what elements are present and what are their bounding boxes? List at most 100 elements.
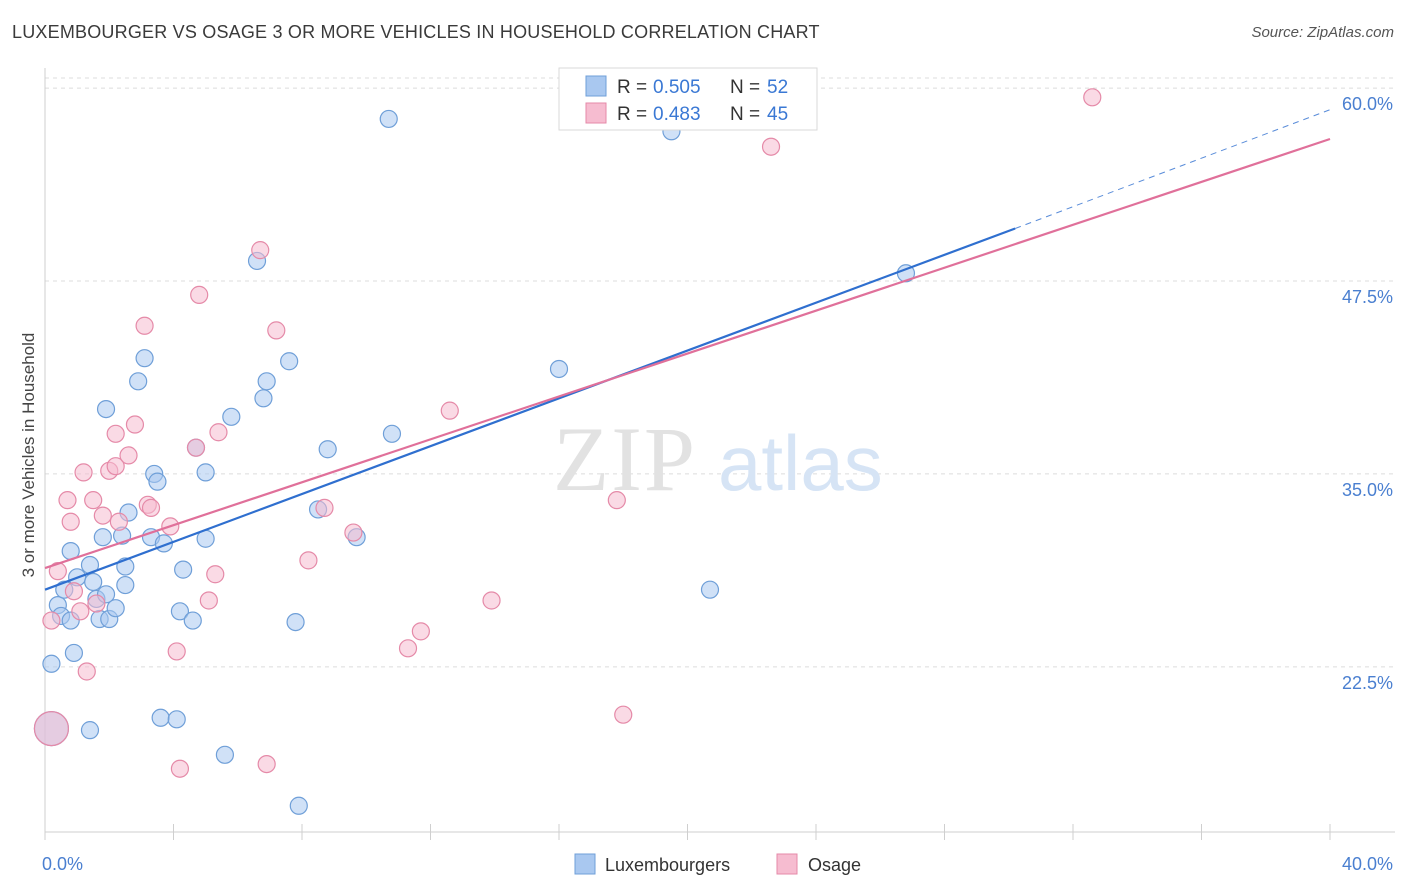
osage-trend-line bbox=[44, 137, 1331, 570]
luxembourger-trend-extension bbox=[1014, 109, 1331, 229]
luxembourger-point bbox=[280, 352, 299, 371]
legend-swatch-osage bbox=[585, 102, 607, 124]
osage-point bbox=[141, 498, 161, 517]
luxembourger-point bbox=[196, 463, 215, 482]
legend-r-value-1: 0.505 bbox=[653, 77, 701, 98]
osage-point bbox=[186, 438, 206, 457]
y-tick-label: 60.0% bbox=[1342, 94, 1393, 114]
osage-point bbox=[77, 662, 96, 681]
osage-point bbox=[84, 491, 103, 510]
luxembourger-point bbox=[183, 611, 202, 630]
osage-point bbox=[257, 754, 276, 774]
osage-point bbox=[607, 491, 626, 510]
osage-point bbox=[251, 241, 270, 260]
bottom-legend-label-luxembourgers: Luxembourgers bbox=[605, 855, 730, 875]
luxembourger-point bbox=[64, 643, 84, 663]
osage-point bbox=[199, 591, 218, 610]
osage-point bbox=[170, 759, 190, 778]
osage-point bbox=[440, 401, 459, 420]
luxembourger-point bbox=[170, 602, 190, 621]
legend-r-label-1: R = bbox=[617, 77, 647, 98]
osage-point bbox=[206, 565, 225, 584]
luxembourger-point bbox=[382, 424, 402, 443]
legend-n-value-2: 45 bbox=[767, 104, 788, 125]
luxembourger-point bbox=[84, 572, 103, 592]
luxembourger-point bbox=[289, 796, 308, 815]
trend-lines bbox=[44, 109, 1331, 591]
osage-point bbox=[87, 594, 106, 613]
luxembourger-point bbox=[174, 560, 193, 579]
osage-point bbox=[209, 423, 228, 442]
data-points bbox=[33, 68, 1102, 815]
x-tick-label-min: 0.0% bbox=[42, 854, 83, 874]
bottom-legend-swatch-luxembourgers bbox=[574, 853, 596, 875]
luxembourger-point bbox=[257, 372, 276, 391]
osage-point bbox=[411, 622, 430, 641]
luxembourger-trend-line bbox=[44, 227, 1016, 591]
osage-point bbox=[267, 321, 286, 340]
osage-point bbox=[135, 316, 154, 335]
source-label: Source: ZipAtlas.com bbox=[1251, 24, 1394, 41]
osage-point bbox=[1083, 88, 1102, 107]
luxembourger-point bbox=[93, 528, 112, 547]
luxembourger-point bbox=[148, 472, 167, 491]
legend-r-label-2: R = bbox=[617, 104, 647, 125]
legend-n-value-1: 52 bbox=[767, 77, 788, 98]
y-axis-label: 3 or more Vehicles in Household bbox=[19, 333, 38, 578]
osage-point bbox=[33, 710, 70, 747]
legend-swatch-luxembourgers bbox=[585, 75, 607, 97]
osage-point bbox=[125, 415, 145, 434]
luxembourger-point bbox=[379, 109, 398, 129]
luxembourger-point bbox=[106, 599, 125, 618]
osage-point bbox=[109, 512, 128, 531]
osage-point bbox=[398, 639, 418, 658]
osage-point bbox=[761, 137, 781, 156]
luxembourger-point bbox=[151, 708, 170, 727]
osage-point bbox=[315, 498, 334, 517]
bottom-legend-label-osage: Osage bbox=[808, 855, 861, 875]
luxembourger-point bbox=[549, 359, 569, 379]
luxembourger-point bbox=[254, 389, 273, 408]
bottom-legend: Luxembourgers Osage bbox=[574, 853, 861, 875]
luxembourger-point bbox=[167, 710, 186, 729]
luxembourger-point bbox=[222, 407, 241, 426]
osage-point bbox=[167, 642, 186, 661]
osage-point bbox=[190, 285, 209, 304]
y-tick-label: 47.5% bbox=[1342, 287, 1393, 307]
watermark-atlas: atlas bbox=[718, 419, 883, 507]
osage-point bbox=[42, 611, 61, 630]
x-tick-label-max: 40.0% bbox=[1342, 854, 1393, 874]
luxembourger-point bbox=[116, 575, 135, 595]
osage-point bbox=[64, 582, 84, 601]
luxembourger-point bbox=[80, 721, 100, 740]
watermark: ZIP atlas bbox=[553, 408, 883, 510]
grid-lines bbox=[45, 77, 1395, 668]
osage-point bbox=[299, 551, 318, 570]
watermark-zip: ZIP bbox=[553, 408, 697, 510]
axes: 22.5% 35.0% 47.5% 60.0% 0.0% 40.0% bbox=[42, 68, 1395, 874]
legend-n-label-1: N = bbox=[730, 77, 760, 98]
osage-point bbox=[344, 523, 363, 542]
luxembourger-point bbox=[215, 745, 234, 764]
osage-point bbox=[61, 512, 80, 531]
luxembourger-point bbox=[96, 399, 116, 419]
osage-point bbox=[106, 424, 125, 443]
luxembourger-point bbox=[135, 349, 154, 368]
chart-title: LUXEMBOURGER VS OSAGE 3 OR MORE VEHICLES… bbox=[12, 22, 820, 42]
osage-point bbox=[93, 506, 112, 525]
legend-n-label-2: N = bbox=[730, 104, 760, 125]
legend-r-value-2: 0.483 bbox=[653, 104, 701, 125]
osage-point bbox=[614, 705, 633, 724]
y-tick-label: 35.0% bbox=[1342, 480, 1393, 500]
luxembourger-point bbox=[318, 440, 337, 459]
luxembourger-point bbox=[286, 612, 305, 632]
luxembourger-point bbox=[129, 372, 148, 391]
osage-point bbox=[58, 491, 77, 510]
osage-point bbox=[119, 446, 138, 465]
osage-point bbox=[74, 463, 93, 482]
osage-point bbox=[482, 591, 501, 610]
y-tick-label: 22.5% bbox=[1342, 673, 1393, 693]
osage-point bbox=[71, 602, 90, 621]
luxembourger-point bbox=[700, 580, 720, 599]
